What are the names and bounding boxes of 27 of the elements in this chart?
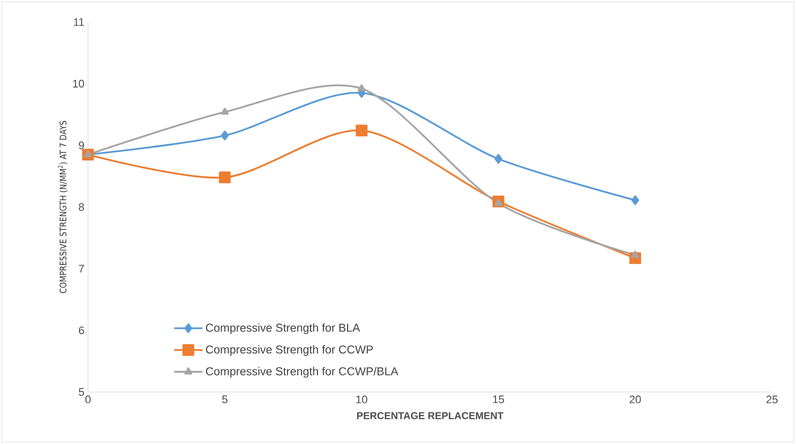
x-tick-label: 0 (85, 396, 91, 404)
x-tick-label: 25 (766, 396, 778, 404)
y-tick-label: 5 (78, 388, 84, 396)
y-tick-label: 9 (78, 141, 84, 150)
y-tick-label: 11 (74, 18, 84, 26)
x-tick-label: 5 (222, 396, 228, 404)
legend-label: Compressive Strength for BLA (206, 323, 360, 334)
legend-label: Compressive Strength for CCWP/BLA (206, 366, 398, 378)
point (220, 108, 229, 115)
y-tick-label: 7 (78, 264, 84, 272)
point (218, 172, 231, 184)
x-tick-label: 20 (630, 396, 641, 404)
legend-label: Compressive Strength for CCWP (206, 345, 373, 356)
y-tick-label: 10 (73, 80, 84, 88)
y-axis-title: COMPRESSIVE STRENGTH (N/MM$^{2}$) AT 7 DAYS (58, 120, 68, 294)
point (631, 250, 640, 258)
x-axis-title: PERCENTAGE REPLACEMENT (357, 412, 504, 420)
point (356, 124, 368, 136)
point (220, 130, 229, 140)
point (494, 198, 502, 206)
y-tick-label: 8 (78, 203, 84, 211)
y-tick-label: 6 (78, 326, 84, 334)
point (358, 84, 366, 92)
point (494, 154, 502, 164)
x-tick-label: 15 (493, 396, 504, 404)
point (631, 195, 640, 206)
x-tick-label: 10 (356, 396, 368, 404)
